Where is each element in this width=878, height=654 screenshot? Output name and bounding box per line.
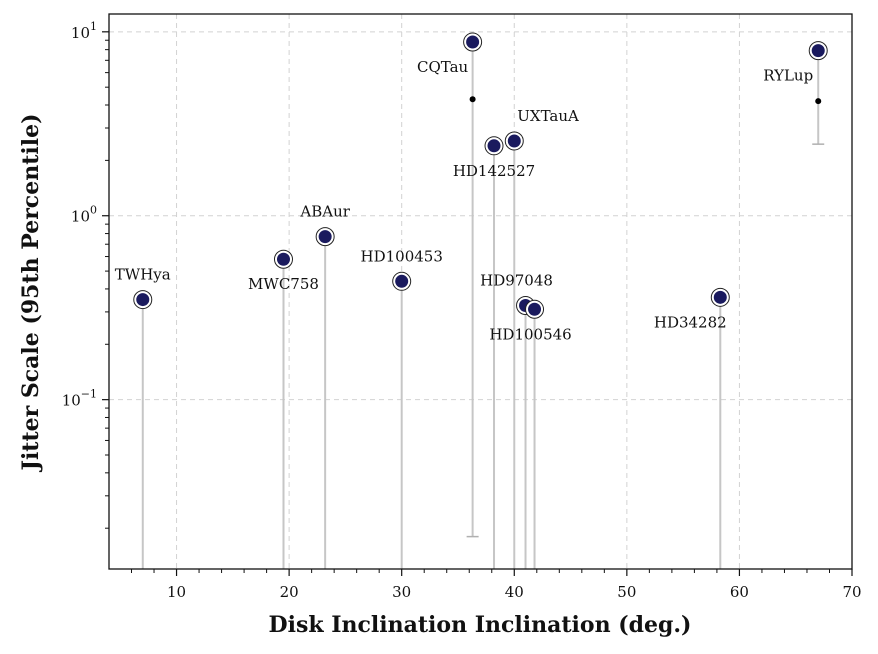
y-tick-label: 10−1 bbox=[62, 388, 97, 410]
point-label-ABAur: ABAur bbox=[299, 203, 350, 221]
data-point-HD100453 bbox=[395, 274, 409, 288]
median-point-CQTau bbox=[469, 96, 476, 103]
data-point-MWC758 bbox=[276, 252, 290, 266]
x-axis-title: Disk Inclination Inclination (deg.) bbox=[269, 612, 692, 638]
tick-layer: 10 20 30 40 50 60 70 10−1 100 101 bbox=[62, 20, 862, 601]
data-point-HD142527 bbox=[487, 139, 501, 153]
plot-frame bbox=[108, 13, 853, 570]
x-tick-label: 50 bbox=[617, 583, 636, 601]
x-tick-label: 40 bbox=[505, 583, 524, 601]
point-label-HD100546: HD100546 bbox=[489, 325, 571, 343]
point-label-TWHya: TWHya bbox=[115, 266, 171, 284]
data-point-UXTauA bbox=[507, 134, 521, 148]
x-tick-label: 60 bbox=[730, 583, 749, 601]
point-label-HD100453: HD100453 bbox=[361, 247, 443, 265]
point-layer bbox=[133, 32, 828, 319]
y-tick-label: 100 bbox=[71, 204, 97, 226]
point-label-HD142527: HD142527 bbox=[453, 162, 535, 180]
point-label-UXTauA: UXTauA bbox=[517, 107, 579, 125]
x-tick-label: 30 bbox=[392, 583, 411, 601]
data-point-ABAur bbox=[318, 230, 332, 244]
data-point-TWHya bbox=[136, 293, 150, 307]
y-axis-title: Jitter Scale (95th Percentile) bbox=[18, 114, 44, 473]
point-label-HD34282: HD34282 bbox=[654, 313, 727, 331]
x-tick-label: 70 bbox=[842, 583, 861, 601]
errorbar-layer bbox=[141, 42, 825, 569]
y-tick-label: 101 bbox=[71, 20, 97, 42]
data-point-HD34282 bbox=[713, 290, 727, 304]
x-tick-label: 10 bbox=[167, 583, 186, 601]
data-point-CQTau bbox=[466, 35, 480, 49]
data-point-HD100546 bbox=[528, 302, 542, 316]
median-point-RYLup bbox=[815, 98, 822, 105]
point-label-MWC758: MWC758 bbox=[248, 275, 319, 293]
point-label-CQTau: CQTau bbox=[417, 58, 469, 76]
data-point-RYLup bbox=[811, 44, 825, 58]
grid-layer bbox=[109, 14, 852, 569]
point-label-layer: TWHya MWC758 ABAur HD100453 CQTau HD142527 UXT… bbox=[115, 58, 813, 343]
x-tick-label: 20 bbox=[280, 583, 299, 601]
point-label-HD97048: HD97048 bbox=[480, 272, 553, 290]
point-label-RYLup: RYLup bbox=[763, 67, 813, 85]
